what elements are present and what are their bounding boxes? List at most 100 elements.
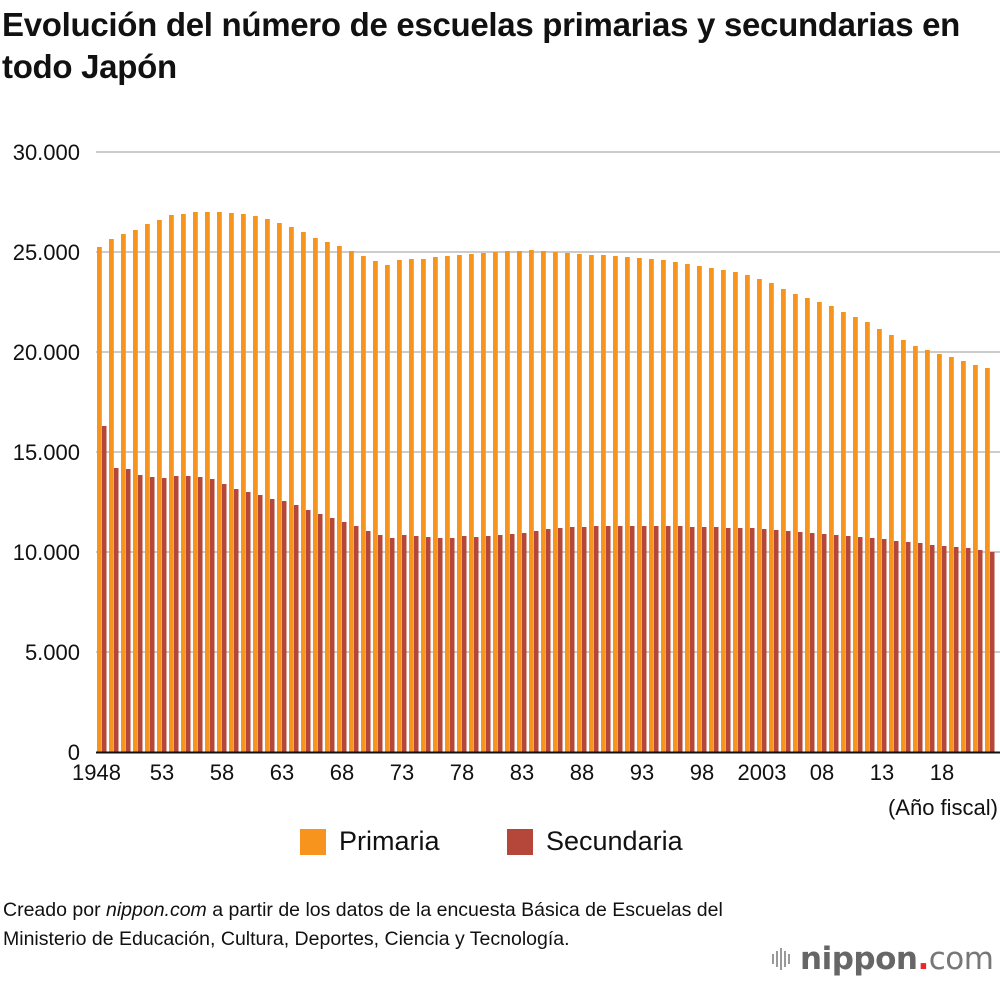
bar-primaria-2000 bbox=[721, 270, 726, 752]
bar-primaria-1989 bbox=[589, 255, 594, 752]
x-tick-label: 83 bbox=[510, 760, 534, 785]
bar-secundaria-1950 bbox=[126, 469, 131, 752]
legend-item-secundaria: Secundaria bbox=[507, 826, 683, 857]
bar-secundaria-1951 bbox=[138, 475, 143, 752]
x-axis-ticks: 1948 53 58 63 68 73 78 83 88 93 98 2003 08 13 18 bbox=[72, 760, 954, 785]
bar-primaria-1993 bbox=[637, 258, 642, 752]
bar-primaria-2008 bbox=[817, 302, 822, 752]
bar-secundaria-2010 bbox=[846, 536, 851, 752]
bar-secundaria-1965 bbox=[306, 510, 311, 752]
bar-secundaria-2005 bbox=[786, 531, 791, 752]
x-tick-label: 08 bbox=[810, 760, 834, 785]
bar-primaria-1971 bbox=[373, 261, 378, 752]
bar-primaria-1952 bbox=[145, 224, 150, 752]
bar-primaria-1965 bbox=[301, 232, 306, 752]
bar-primaria-1997 bbox=[685, 264, 690, 752]
bar-primaria-2020 bbox=[961, 361, 966, 752]
bar-secundaria-1994 bbox=[654, 526, 659, 752]
bar-secundaria-1959 bbox=[234, 489, 239, 752]
bar-primaria-2015 bbox=[901, 340, 906, 752]
source-site: nippon.com bbox=[105, 899, 207, 921]
bar-primaria-2003 bbox=[757, 279, 762, 752]
bar-primaria-2007 bbox=[805, 298, 810, 752]
y-tick-label: 5.000 bbox=[25, 640, 80, 665]
bar-secundaria-1952 bbox=[150, 477, 155, 752]
x-tick-label: 53 bbox=[150, 760, 174, 785]
bar-primaria-2005 bbox=[781, 289, 786, 752]
x-tick-label: 2003 bbox=[738, 760, 787, 785]
bar-secundaria-1961 bbox=[258, 495, 263, 752]
bar-secundaria-1999 bbox=[714, 527, 719, 752]
bar-primaria-1985 bbox=[541, 251, 546, 752]
bar-secundaria-1992 bbox=[630, 526, 635, 752]
bar-secundaria-2018 bbox=[942, 546, 947, 752]
bar-primaria-1975 bbox=[421, 259, 426, 752]
bar-secundaria-1953 bbox=[162, 478, 167, 752]
bar-secundaria-1968 bbox=[342, 522, 347, 752]
x-tick-label: 63 bbox=[270, 760, 294, 785]
bar-secundaria-2019 bbox=[954, 547, 959, 752]
bar-secundaria-1988 bbox=[582, 527, 587, 752]
bar-primaria-2013 bbox=[877, 329, 882, 752]
bar-primaria-2001 bbox=[733, 272, 738, 752]
bar-primaria-1955 bbox=[181, 214, 186, 752]
bar-primaria-1961 bbox=[253, 216, 258, 752]
bar-secundaria-1993 bbox=[642, 526, 647, 752]
x-tick-label: 18 bbox=[930, 760, 954, 785]
bar-chart: 0 5.000 10.000 15.000 20.000 25.000 30.000 194… bbox=[13, 140, 1000, 820]
y-tick-label: 30.000 bbox=[13, 140, 80, 165]
bar-primaria-1951 bbox=[133, 230, 138, 752]
x-tick-label: 13 bbox=[870, 760, 894, 785]
bar-primaria-1987 bbox=[565, 253, 570, 752]
bar-secundaria-1978 bbox=[462, 536, 467, 752]
x-tick-label: 93 bbox=[630, 760, 654, 785]
bars bbox=[97, 212, 995, 752]
bar-primaria-2016 bbox=[913, 346, 918, 752]
bar-primaria-1963 bbox=[277, 223, 282, 752]
bar-primaria-2014 bbox=[889, 335, 894, 752]
bar-primaria-2019 bbox=[949, 357, 954, 752]
bar-secundaria-2015 bbox=[906, 542, 911, 752]
bar-primaria-1986 bbox=[553, 252, 558, 752]
bar-secundaria-2000 bbox=[726, 528, 731, 752]
bar-secundaria-1966 bbox=[318, 514, 323, 752]
bar-primaria-1992 bbox=[625, 257, 630, 752]
bar-secundaria-2001 bbox=[738, 528, 743, 752]
bar-secundaria-1958 bbox=[222, 484, 227, 752]
x-tick-label: 1948 bbox=[72, 760, 121, 785]
legend-swatch-secundaria bbox=[507, 828, 533, 855]
bar-primaria-1957 bbox=[205, 212, 210, 752]
bar-secundaria-1995 bbox=[666, 526, 671, 752]
chart-title: Evolución del número de escuelas primari… bbox=[2, 6, 961, 85]
bar-primaria-1982 bbox=[505, 251, 510, 752]
bar-secundaria-1948 bbox=[102, 426, 107, 752]
bar-primaria-1954 bbox=[169, 215, 174, 752]
y-tick-label: 0 bbox=[68, 740, 80, 765]
bar-secundaria-2016 bbox=[918, 543, 923, 752]
bar-primaria-1966 bbox=[313, 238, 318, 752]
bar-primaria-1950 bbox=[121, 234, 126, 752]
bar-primaria-1972 bbox=[385, 265, 390, 752]
bar-secundaria-2004 bbox=[774, 530, 779, 752]
bar-primaria-2021 bbox=[973, 365, 978, 752]
logo-text: nippon.com bbox=[800, 941, 994, 977]
bar-primaria-1973 bbox=[397, 260, 402, 752]
x-tick-label: 78 bbox=[450, 760, 474, 785]
bar-secundaria-1986 bbox=[558, 528, 563, 752]
bar-secundaria-1985 bbox=[546, 529, 551, 752]
bar-primaria-2012 bbox=[865, 322, 870, 752]
bar-primaria-1968 bbox=[337, 246, 342, 752]
y-tick-label: 15.000 bbox=[13, 440, 80, 465]
bar-primaria-1978 bbox=[457, 255, 462, 752]
bar-primaria-1967 bbox=[325, 242, 330, 752]
bar-primaria-1970 bbox=[361, 256, 366, 752]
bar-primaria-1984 bbox=[529, 250, 534, 752]
bar-primaria-1983 bbox=[517, 251, 522, 752]
bar-secundaria-1967 bbox=[330, 518, 335, 752]
bar-secundaria-2021 bbox=[978, 550, 983, 752]
bar-secundaria-1964 bbox=[294, 505, 299, 752]
bar-primaria-2004 bbox=[769, 283, 774, 752]
legend-swatch-primaria bbox=[300, 828, 326, 855]
bar-secundaria-1962 bbox=[270, 499, 275, 752]
bar-secundaria-2011 bbox=[858, 537, 863, 752]
